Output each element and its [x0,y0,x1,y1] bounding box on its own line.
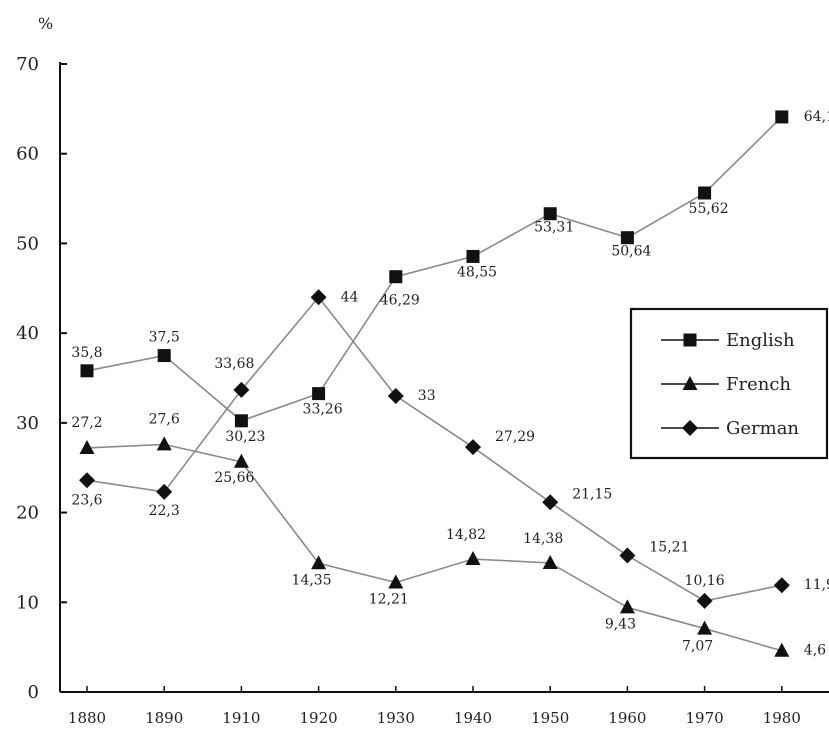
y-tick-label: 20 [16,503,39,524]
german-point [542,494,559,511]
german-data-label: 22,3 [149,503,180,519]
y-tick-label: 30 [16,413,39,434]
french-point [233,453,249,468]
english-data-label: 33,26 [303,402,343,418]
english-point [80,364,94,378]
y-tick-label: 70 [16,54,39,75]
english-data-label: 37,5 [149,330,180,346]
x-tick-label: 1920 [300,709,338,727]
english-point [466,249,480,263]
french-point [774,642,790,657]
y-axis-unit-label: % [38,14,53,33]
german-data-label: 21,15 [572,486,612,502]
x-tick-label: 1970 [686,709,724,727]
french-point [465,551,481,566]
english-point [234,414,248,428]
data-labels: 35,8 37,5 30,23 33,26 46,29 48,55 53,31 50,64 55… [71,109,829,659]
english-data-label: 35,8 [71,345,102,361]
german-legend-marker [682,420,698,436]
english-data-label: 64,1 [804,109,829,125]
german-legend-label: German [726,418,799,439]
french-line [86,443,783,652]
series-lines [86,116,783,652]
french-point [619,599,635,614]
english-point [543,207,557,221]
french-data-label: 9,43 [605,616,636,632]
english-data-label: 50,64 [611,244,651,260]
german-data-label: 33 [418,388,436,404]
x-tick-label: 1960 [608,709,646,727]
french-legend-marker [682,376,698,390]
french-point [697,620,713,635]
english-point [312,387,326,401]
french-point [311,555,327,570]
axes [59,62,829,693]
x-tick-label: 1980 [763,709,801,727]
french-data-label: 7,07 [682,639,713,655]
german-data-label: 10,16 [685,573,725,589]
french-data-label: 25,66 [214,470,254,486]
x-tick-label: 1910 [222,709,260,727]
y-tick-label: 40 [16,323,39,344]
french-point [156,436,172,451]
french-legend-label: French [726,374,791,395]
y-tick-label: 0 [28,682,39,703]
german-point [465,439,481,456]
german-data-label: 44 [341,289,359,305]
legend: English French German [629,307,829,460]
y-tick-label: 10 [16,592,39,613]
german-point [79,472,95,489]
english-point [775,110,789,124]
english-line [86,116,783,422]
german-point [773,577,790,594]
french-data-label: 12,21 [369,591,409,607]
german-data-label: 11,9 [804,577,829,593]
german-data-label: 23,6 [71,492,102,508]
french-data-label: 14,35 [292,572,332,588]
english-data-label: 30,23 [225,429,265,445]
german-point [156,483,173,500]
german-line [86,295,782,602]
german-data-label: 27,29 [495,429,535,445]
english-data-label: 55,62 [689,201,729,217]
french-point [388,574,404,589]
english-point [389,270,403,284]
english-data-label: 46,29 [380,293,420,309]
german-point [619,547,636,564]
x-tick-label: 1950 [531,709,569,727]
english-point [157,349,171,363]
english-legend-label: English [726,330,795,351]
french-data-label: 14,82 [446,527,486,543]
french-data-label: 27,6 [149,411,180,427]
english-data-label: 48,55 [457,264,497,280]
french-data-label: 14,38 [523,531,563,547]
french-data-label: 4,6 [804,643,826,659]
series-markers [79,110,790,657]
ticks: 0 10 20 30 40 50 60 70 1880 1890 1910 1920 1930 1940 1… [16,54,801,727]
x-tick-label: 1930 [377,709,415,727]
y-tick-label: 50 [16,233,39,254]
german-point [387,387,404,404]
german-point [233,381,250,398]
english-point [698,186,712,200]
french-point [542,554,558,569]
x-tick-label: 1940 [454,709,492,727]
german-data-label: 33,68 [214,356,254,372]
english-data-label: 53,31 [534,220,574,236]
y-tick-label: 60 [16,144,39,165]
english-legend-marker [683,333,697,347]
german-point [310,289,327,306]
x-tick-label: 1890 [145,709,183,727]
english-point [620,231,634,245]
x-tick-label: 1880 [68,709,106,727]
german-point [696,592,713,609]
german-data-label: 15,21 [649,540,689,556]
french-data-label: 27,2 [71,415,102,431]
french-point [79,439,95,454]
